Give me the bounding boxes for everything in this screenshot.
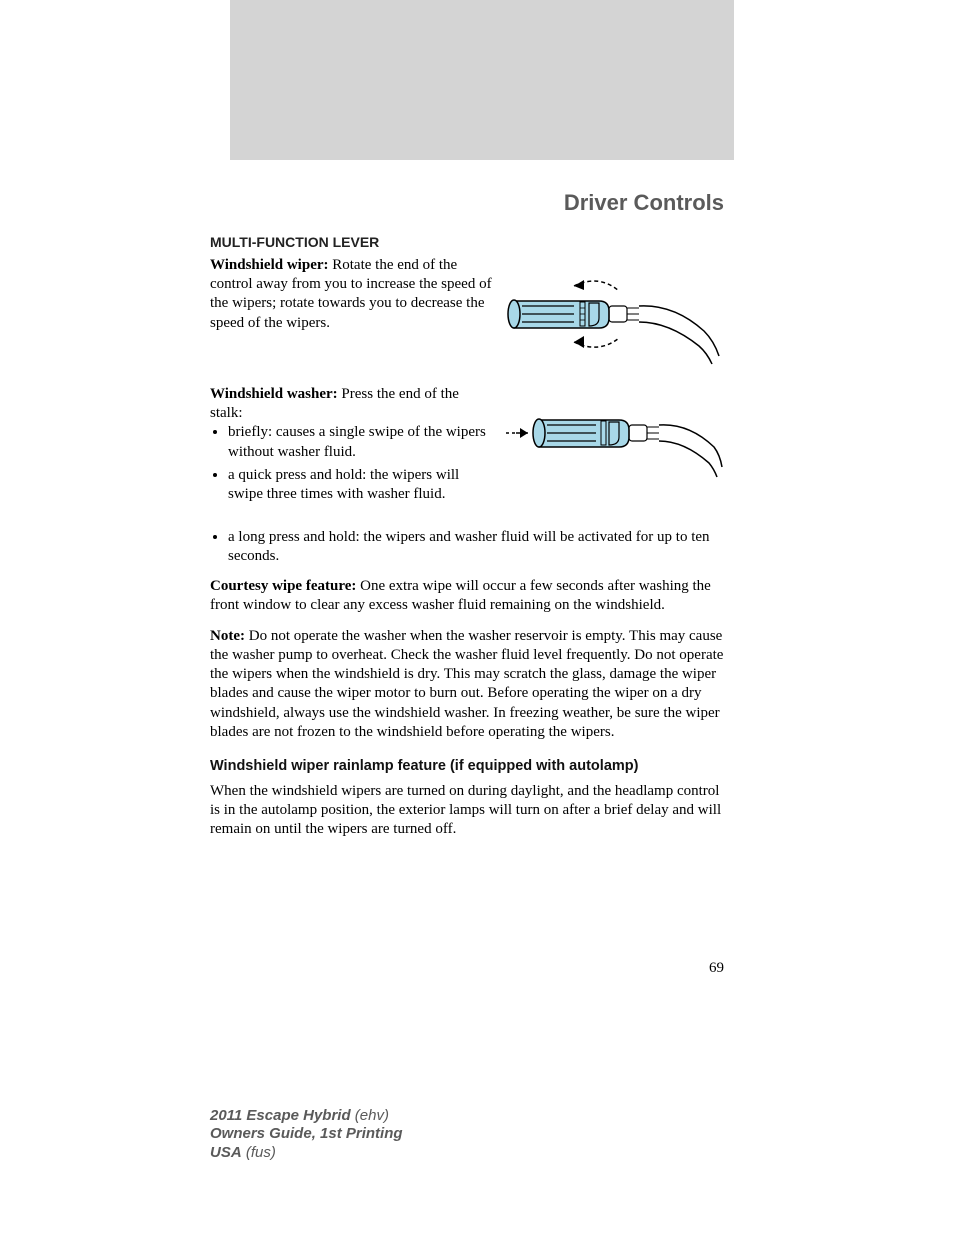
footer-code1: (ehv) bbox=[351, 1107, 389, 1124]
footer: 2011 Escape Hybrid (ehv) Owners Guide, 1… bbox=[0, 1017, 954, 1203]
subhead-multi-function: MULTI-FUNCTION LEVER bbox=[210, 234, 724, 250]
washer-text-col: Windshield washer: Press the end of the … bbox=[210, 385, 492, 514]
washer-bullets: briefly: causes a single swipe of the wi… bbox=[210, 423, 492, 504]
wiper-text: Windshield wiper: Rotate the end of the … bbox=[210, 256, 492, 333]
footer-region: USA bbox=[210, 1144, 242, 1161]
figure-wiper-rotate bbox=[504, 256, 724, 371]
section-title: Driver Controls bbox=[210, 190, 724, 216]
washer-bullets-cont: a long press and hold: the wipers and wa… bbox=[210, 528, 724, 566]
footer-line-1: 2011 Escape Hybrid (ehv) bbox=[210, 1107, 724, 1126]
washer-label: Windshield washer: bbox=[210, 386, 338, 402]
page-content: Driver Controls MULTI-FUNCTION LEVER Win… bbox=[0, 160, 954, 1017]
wiper-block: Windshield wiper: Rotate the end of the … bbox=[210, 256, 724, 371]
note-block: Note: Do not operate the washer when the… bbox=[210, 627, 724, 742]
wiper-label: Windshield wiper: bbox=[210, 257, 329, 273]
courtesy-label: Courtesy wipe feature: bbox=[210, 578, 356, 594]
washer-intro: Windshield washer: Press the end of the … bbox=[210, 385, 492, 423]
washer-bullet-0: briefly: causes a single swipe of the wi… bbox=[228, 423, 492, 461]
page-number: 69 bbox=[210, 960, 724, 977]
courtesy-block: Courtesy wipe feature: One extra wipe wi… bbox=[210, 577, 724, 615]
washer-bullet-1: a quick press and hold: the wipers will … bbox=[228, 466, 492, 504]
note-label: Note: bbox=[210, 628, 245, 644]
rainlamp-heading: Windshield wiper rainlamp feature (if eq… bbox=[210, 758, 724, 774]
figure-washer-press bbox=[504, 385, 724, 490]
footer-vehicle: 2011 Escape Hybrid bbox=[210, 1107, 351, 1124]
footer-code2: (fus) bbox=[242, 1144, 276, 1161]
note-text: Do not operate the washer when the washe… bbox=[210, 628, 723, 740]
rainlamp-text: When the windshield wipers are turned on… bbox=[210, 782, 724, 840]
footer-line-3: USA (fus) bbox=[210, 1144, 724, 1163]
footer-line-2: Owners Guide, 1st Printing bbox=[210, 1125, 724, 1144]
washer-block: Windshield washer: Press the end of the … bbox=[210, 385, 724, 514]
washer-bullet-2: a long press and hold: the wipers and wa… bbox=[228, 528, 724, 566]
header-band bbox=[230, 0, 734, 160]
